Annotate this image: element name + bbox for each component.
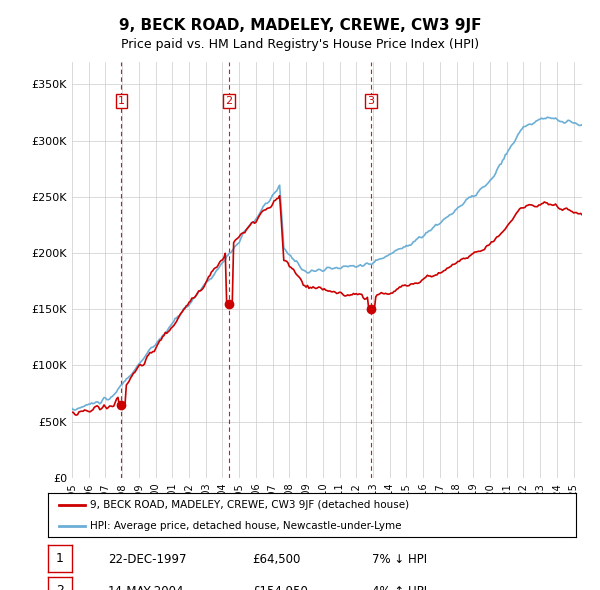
Text: 2: 2 xyxy=(225,96,232,106)
Text: £154,950: £154,950 xyxy=(252,585,308,590)
Text: 3: 3 xyxy=(367,96,374,106)
Text: £64,500: £64,500 xyxy=(252,553,301,566)
Text: 14-MAY-2004: 14-MAY-2004 xyxy=(108,585,185,590)
Text: Price paid vs. HM Land Registry's House Price Index (HPI): Price paid vs. HM Land Registry's House … xyxy=(121,38,479,51)
Text: 7% ↓ HPI: 7% ↓ HPI xyxy=(372,553,427,566)
Text: 1: 1 xyxy=(118,96,125,106)
Text: HPI: Average price, detached house, Newcastle-under-Lyme: HPI: Average price, detached house, Newc… xyxy=(90,521,402,531)
Text: 9, BECK ROAD, MADELEY, CREWE, CW3 9JF (detached house): 9, BECK ROAD, MADELEY, CREWE, CW3 9JF (d… xyxy=(90,500,409,510)
Text: 2: 2 xyxy=(56,585,64,590)
Text: 22-DEC-1997: 22-DEC-1997 xyxy=(108,553,187,566)
Text: 1: 1 xyxy=(56,552,64,565)
Text: 4% ↑ HPI: 4% ↑ HPI xyxy=(372,585,427,590)
Text: 9, BECK ROAD, MADELEY, CREWE, CW3 9JF: 9, BECK ROAD, MADELEY, CREWE, CW3 9JF xyxy=(119,18,481,32)
